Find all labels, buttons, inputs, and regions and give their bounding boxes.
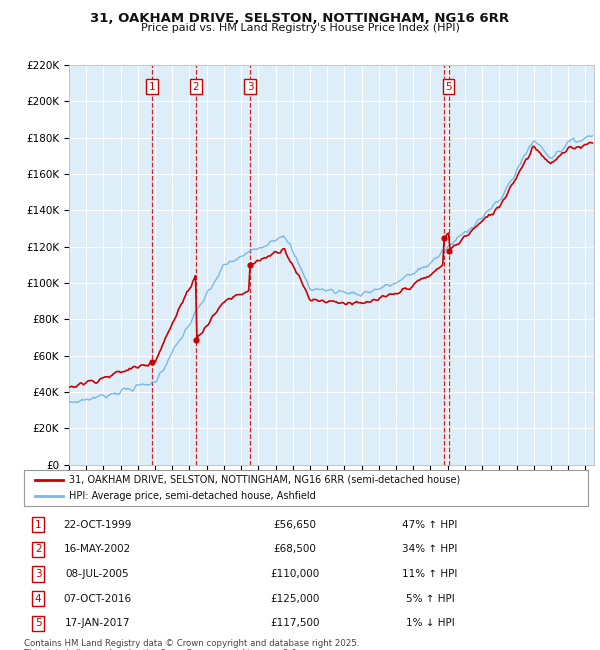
Text: 2: 2 [193, 82, 199, 92]
Text: 2: 2 [35, 544, 41, 554]
Text: 1% ↓ HPI: 1% ↓ HPI [406, 618, 454, 629]
Text: 31, OAKHAM DRIVE, SELSTON, NOTTINGHAM, NG16 6RR: 31, OAKHAM DRIVE, SELSTON, NOTTINGHAM, N… [91, 12, 509, 25]
Text: 5: 5 [35, 618, 41, 629]
Text: Contains HM Land Registry data © Crown copyright and database right 2025.
This d: Contains HM Land Registry data © Crown c… [24, 639, 359, 650]
Text: 17-JAN-2017: 17-JAN-2017 [65, 618, 130, 629]
Text: 47% ↑ HPI: 47% ↑ HPI [403, 519, 458, 530]
Text: 22-OCT-1999: 22-OCT-1999 [63, 519, 131, 530]
Text: 5% ↑ HPI: 5% ↑ HPI [406, 593, 454, 604]
Text: 5: 5 [445, 82, 452, 92]
Text: £110,000: £110,000 [270, 569, 319, 579]
Text: 34% ↑ HPI: 34% ↑ HPI [403, 544, 458, 554]
Text: £125,000: £125,000 [270, 593, 319, 604]
Text: 08-JUL-2005: 08-JUL-2005 [65, 569, 129, 579]
Text: 31, OAKHAM DRIVE, SELSTON, NOTTINGHAM, NG16 6RR (semi-detached house): 31, OAKHAM DRIVE, SELSTON, NOTTINGHAM, N… [69, 474, 460, 485]
Text: £68,500: £68,500 [273, 544, 316, 554]
Text: HPI: Average price, semi-detached house, Ashfield: HPI: Average price, semi-detached house,… [69, 491, 316, 501]
Text: 4: 4 [35, 593, 41, 604]
Text: 16-MAY-2002: 16-MAY-2002 [64, 544, 131, 554]
Text: 07-OCT-2016: 07-OCT-2016 [63, 593, 131, 604]
Text: 3: 3 [247, 82, 253, 92]
Text: 1: 1 [148, 82, 155, 92]
Text: Price paid vs. HM Land Registry's House Price Index (HPI): Price paid vs. HM Land Registry's House … [140, 23, 460, 33]
Text: £56,650: £56,650 [273, 519, 316, 530]
Text: £117,500: £117,500 [270, 618, 319, 629]
Text: 3: 3 [35, 569, 41, 579]
Text: 11% ↑ HPI: 11% ↑ HPI [403, 569, 458, 579]
Text: 1: 1 [35, 519, 41, 530]
